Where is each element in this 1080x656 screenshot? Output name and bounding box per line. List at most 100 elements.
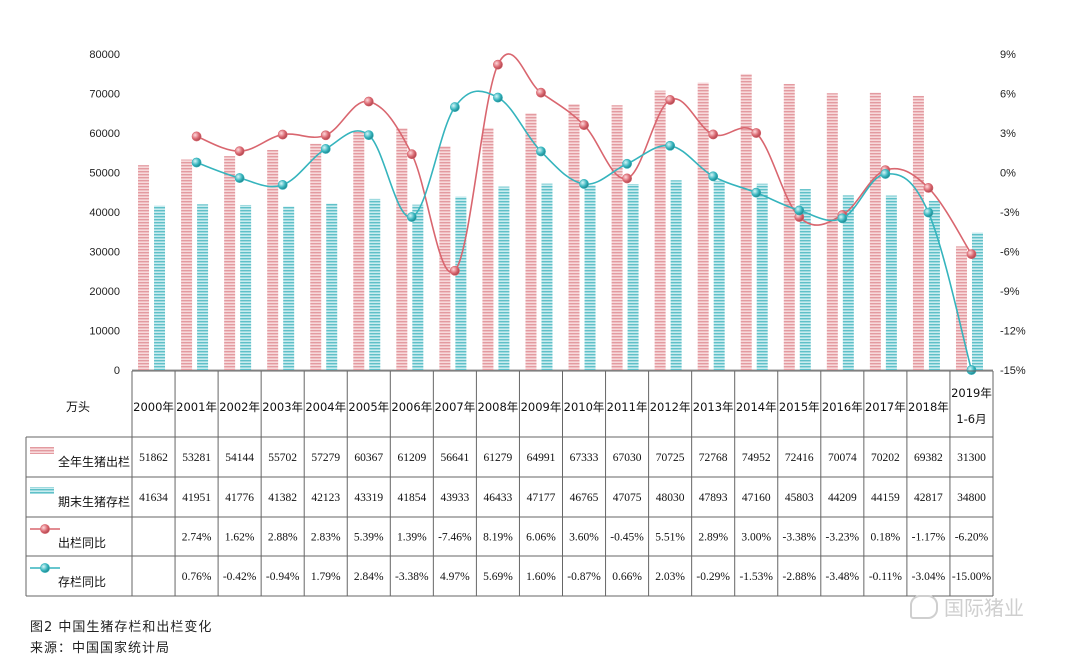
stock-yoy-point [536, 146, 546, 157]
output-yoy-point [923, 183, 934, 193]
category-label: 2001年 [176, 400, 217, 414]
data-label: 72416 [785, 452, 814, 464]
series-name: 全年生猪出栏 [58, 454, 130, 469]
data-label: 0.66% [612, 571, 642, 583]
bar-stock [197, 204, 209, 370]
category-label: 2012年 [650, 400, 691, 414]
bar-output [525, 113, 537, 370]
figure-caption: 图2 中国生猪存栏和出栏变化 [30, 620, 213, 635]
bar-stock [799, 189, 811, 370]
bar-stock [240, 204, 252, 370]
bar-stock [498, 186, 510, 370]
y-left-tick-label: 30000 [89, 247, 120, 259]
legend-marker [30, 447, 54, 454]
data-label: -6.20% [955, 532, 989, 544]
data-label: 2.03% [655, 571, 685, 583]
data-label: 55702 [268, 452, 297, 464]
data-label: 1.60% [526, 571, 556, 583]
bar-stock [326, 203, 338, 370]
y-right-tick-label: -12% [1000, 326, 1026, 338]
data-label: 34800 [957, 492, 986, 504]
stock-yoy-point [363, 130, 374, 141]
output-yoy-point [708, 129, 719, 140]
wechat-icon [910, 594, 938, 619]
data-label: 74952 [742, 452, 771, 464]
data-label: 43319 [354, 492, 383, 504]
stock-yoy-point [837, 213, 848, 224]
stock-yoy-point [449, 102, 460, 112]
data-label: 2.89% [698, 532, 728, 544]
y-left-tick-label: 40000 [89, 207, 120, 219]
bar-stock [541, 183, 553, 370]
stock-yoy-point [966, 365, 977, 375]
data-label: -0.94% [266, 571, 300, 583]
data-label: 31300 [957, 452, 986, 464]
axes: 0 10000 20000 30000 40000 50000 60000 70000 8000… [89, 49, 1025, 377]
y-right-tick-label: -15% [1000, 365, 1026, 377]
output-yoy-line [196, 53, 973, 274]
data-label: 70202 [871, 452, 900, 464]
stock-yoy-point [234, 173, 245, 183]
y-left-tick-label: 80000 [89, 49, 120, 61]
bar-output [138, 165, 150, 370]
data-label: 48030 [656, 492, 685, 504]
data-label: 6.06% [526, 532, 556, 544]
category-label: 2000年 [133, 400, 174, 414]
data-label: 44209 [828, 492, 857, 504]
data-label: 54144 [225, 452, 254, 464]
category-label: 2013年 [693, 400, 734, 414]
legend-marker [30, 487, 54, 494]
y-right-tick-label: 6% [1000, 89, 1016, 101]
bar-stock [412, 204, 424, 370]
y-right-tick-label: 0% [1000, 168, 1016, 180]
data-label: 5.51% [655, 532, 685, 544]
data-label: 44159 [871, 492, 900, 504]
y-right-tick-label: -6% [1000, 247, 1020, 259]
y-left-tick-label: 10000 [89, 326, 120, 338]
bar-output [654, 90, 666, 370]
data-label: 70074 [828, 452, 857, 464]
bar-stock [369, 198, 381, 370]
bar-output [826, 93, 838, 370]
y-left-tick-label: 20000 [89, 286, 120, 298]
legend-marker [40, 563, 50, 573]
output-yoy-point [277, 129, 288, 140]
data-label: 41634 [139, 492, 168, 504]
data-label: 53281 [182, 452, 211, 464]
stock-yoy-point [923, 207, 934, 218]
category-label: 2019年 1-6月 [951, 386, 992, 426]
data-label: 47160 [742, 492, 771, 504]
output-yoy-point [536, 87, 546, 98]
y-left-tick-label: 70000 [89, 89, 120, 101]
data-label: 2.74% [182, 532, 212, 544]
stock-yoy-point [277, 179, 288, 190]
bar-stock [928, 200, 940, 370]
data-label: 60367 [354, 452, 383, 464]
data-label: 42123 [311, 492, 340, 504]
data-label: 61279 [484, 452, 513, 464]
data-label: -3.48% [826, 571, 860, 583]
stock-yoy-point [708, 171, 719, 182]
legend-marker [40, 524, 50, 534]
data-label: 0.18% [871, 532, 901, 544]
category-label: 2009年 [521, 400, 562, 414]
stock-yoy-point [320, 144, 331, 154]
bar-stock [455, 196, 467, 370]
data-label: 46433 [484, 492, 513, 504]
bar-stock [842, 195, 854, 370]
bar-output [396, 128, 408, 370]
data-label: 41382 [268, 492, 297, 504]
data-label: 64991 [527, 452, 556, 464]
category-label: 2015年 [779, 400, 820, 414]
y-right-tick-label: -3% [1000, 207, 1020, 219]
watermark: 国际猪业 [910, 592, 1024, 621]
data-label: 46765 [570, 492, 599, 504]
y-right-tick-label: 3% [1000, 128, 1016, 140]
data-label: 72768 [699, 452, 728, 464]
y-left-tick-label: 0 [114, 365, 120, 377]
data-label: 5.39% [354, 532, 384, 544]
data-label: 70725 [656, 452, 685, 464]
bar-stock [713, 180, 725, 370]
bar-output [439, 146, 451, 370]
